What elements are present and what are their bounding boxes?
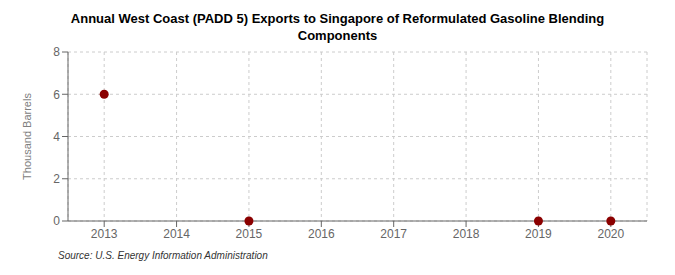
svg-text:2018: 2018 [453, 227, 480, 241]
html-text:Annual West Coast (PADD 5) Exp: Annual West Coast (PADD 5) Exports to Si… [70, 11, 605, 26]
html-text:Source: U.S. Energy Informatio: Source: U.S. Energy Information Administ… [58, 250, 268, 261]
svg-text:2013: 2013 [91, 227, 118, 241]
svg-text:2: 2 [53, 172, 60, 186]
svg-text:2015: 2015 [236, 227, 263, 241]
svg-text:0: 0 [53, 214, 60, 228]
html-text:Components: Components [297, 28, 378, 43]
svg-text:2019: 2019 [525, 227, 552, 241]
svg-text:8: 8 [53, 45, 60, 59]
svg-text:Thousand Barrels: Thousand Barrels [21, 93, 33, 180]
svg-text:2017: 2017 [380, 227, 407, 241]
svg-text:4: 4 [53, 130, 60, 144]
svg-text:2014: 2014 [163, 227, 190, 241]
svg-text:6: 6 [53, 88, 60, 102]
svg-text:2020: 2020 [597, 227, 624, 241]
svg-text:2016: 2016 [308, 227, 335, 241]
